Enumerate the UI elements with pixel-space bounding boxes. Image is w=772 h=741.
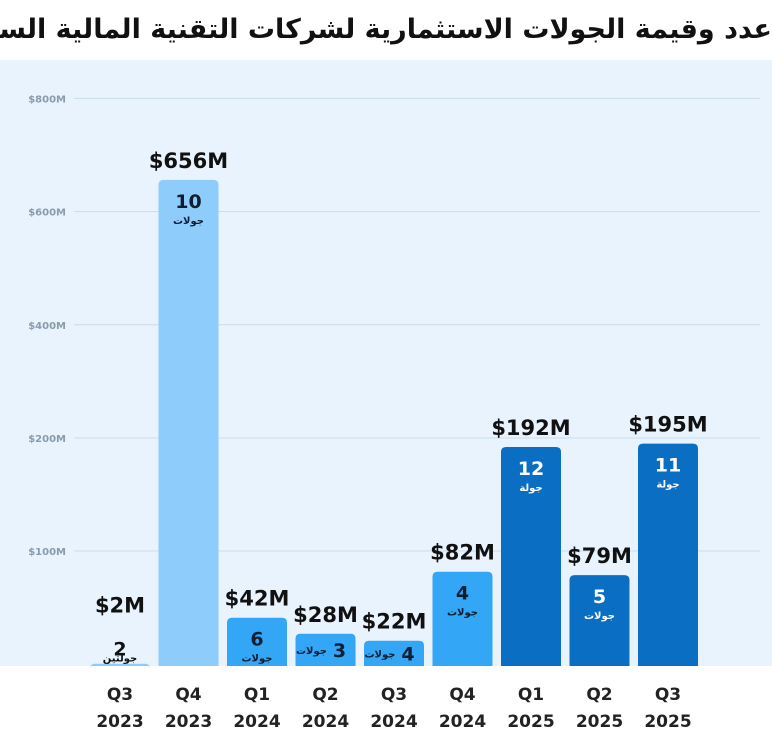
x-tick-quarter: Q3 [381,685,407,705]
bar [227,617,287,666]
x-tick-quarter: Q1 [244,685,270,705]
bar [501,447,561,666]
round-word: جولات [173,216,204,227]
x-tick-year: 2025 [576,712,623,732]
value-label: $28M [293,603,358,627]
bar [364,640,424,666]
round-count: 6 [250,629,263,651]
y-tick-label: $400M [28,321,66,332]
bar [158,179,219,667]
round-count: 11 [655,455,681,477]
value-label: $82M [430,541,495,565]
x-tick-year: 2023 [96,712,143,732]
x-tick-year: 2024 [439,712,486,732]
x-tick-year: 2024 [370,712,417,732]
value-label: $79M [567,544,632,568]
y-tick-label: $800M [28,94,66,105]
x-tick-quarter: Q2 [586,685,612,705]
bar [569,575,630,666]
round-word: جولات [296,646,327,657]
y-tick-label: $600M [28,208,66,219]
round-word: جولات [447,608,478,619]
bar [90,663,150,669]
x-tick-year: 2024 [302,712,349,732]
x-tick-quarter: Q4 [449,685,475,705]
x-tick-quarter: Q4 [175,685,201,705]
value-label: $192M [491,416,570,440]
round-word: جولات [365,649,396,660]
round-count: 12 [518,458,544,480]
round-count: 10 [175,191,201,213]
chart-title: عدد وقيمة الجولات الاستثمارية لشركات الت… [0,14,772,45]
round-count: 3 [333,640,346,662]
value-label: $22M [362,610,427,634]
value-label: $2M [95,594,145,618]
round-word: جولة [656,480,679,491]
y-tick-label: $200M [28,434,66,445]
bar [295,633,356,666]
x-tick-year: 2024 [233,712,280,732]
x-tick-quarter: Q1 [518,685,544,705]
value-label: $195M [628,413,707,437]
x-tick-year: 2023 [165,712,212,732]
round-word: جولتين [103,654,137,665]
round-count: 2 [113,639,126,661]
round-word: جولة [519,483,542,494]
bar [432,571,493,666]
bar [638,443,698,666]
x-tick-quarter: Q2 [312,685,338,705]
value-label: $42M [225,587,290,611]
round-word: جولات [242,654,273,665]
round-count: 4 [401,643,414,665]
round-word: جولات [584,611,615,622]
x-tick-year: 2025 [507,712,554,732]
round-count: 4 [456,583,469,605]
value-label: $656M [149,149,228,173]
y-tick-label: $100M [28,547,66,558]
round-count: 5 [593,586,606,608]
x-tick-quarter: Q3 [655,685,681,705]
x-tick-quarter: Q3 [107,685,133,705]
x-tick-year: 2025 [644,712,691,732]
